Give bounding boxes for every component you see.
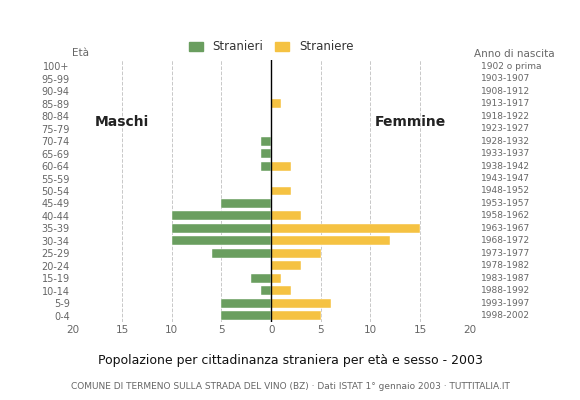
Text: 1943-1947: 1943-1947 [481,174,530,183]
Bar [271,224,420,233]
Text: 1968-1972: 1968-1972 [481,236,530,246]
Text: 1902 o prima: 1902 o prima [481,62,541,71]
Text: Anno di nascita: Anno di nascita [474,49,555,59]
Text: COMUNE DI TERMENO SULLA STRADA DEL VINO (BZ) · Dati ISTAT 1° gennaio 2003 · TUTT: COMUNE DI TERMENO SULLA STRADA DEL VINO … [71,382,509,391]
Text: 1953-1957: 1953-1957 [481,199,530,208]
Bar [251,274,271,283]
Text: 1963-1967: 1963-1967 [481,224,530,233]
Text: 1923-1927: 1923-1927 [481,124,530,133]
Bar [271,236,390,245]
Bar [261,137,271,146]
Text: 1913-1917: 1913-1917 [481,99,530,108]
Bar [222,311,271,320]
Text: Maschi: Maschi [95,115,149,129]
Text: 1993-1997: 1993-1997 [481,299,530,308]
Text: 1908-1912: 1908-1912 [481,87,530,96]
Text: 1978-1982: 1978-1982 [481,261,530,270]
Bar [271,249,321,258]
Text: 1903-1907: 1903-1907 [481,74,530,83]
Text: 1988-1992: 1988-1992 [481,286,530,295]
Text: 1933-1937: 1933-1937 [481,149,530,158]
Bar [212,249,271,258]
Text: 1938-1942: 1938-1942 [481,162,530,170]
Bar [271,299,331,308]
Text: 1973-1977: 1973-1977 [481,249,530,258]
Bar [261,286,271,295]
Bar [222,199,271,208]
Bar [271,212,301,220]
Text: 1998-2002: 1998-2002 [481,311,530,320]
Text: 1983-1987: 1983-1987 [481,274,530,283]
Bar [261,162,271,170]
Bar [172,212,271,220]
Bar [261,149,271,158]
Text: Popolazione per cittadinanza straniera per età e sesso - 2003: Popolazione per cittadinanza straniera p… [97,354,483,367]
Bar [271,162,291,170]
Bar [271,286,291,295]
Text: 1918-1922: 1918-1922 [481,112,530,121]
Bar [172,224,271,233]
Text: 1948-1952: 1948-1952 [481,186,530,196]
Text: 1928-1932: 1928-1932 [481,136,530,146]
Legend: Stranieri, Straniere: Stranieri, Straniere [184,36,358,58]
Text: 1958-1962: 1958-1962 [481,212,530,220]
Bar [271,99,281,108]
Bar [172,236,271,245]
Text: Età: Età [72,48,89,58]
Bar [222,299,271,308]
Bar [271,186,291,196]
Bar [271,274,281,283]
Bar [271,261,301,270]
Text: Femmine: Femmine [375,115,446,129]
Bar [271,311,321,320]
